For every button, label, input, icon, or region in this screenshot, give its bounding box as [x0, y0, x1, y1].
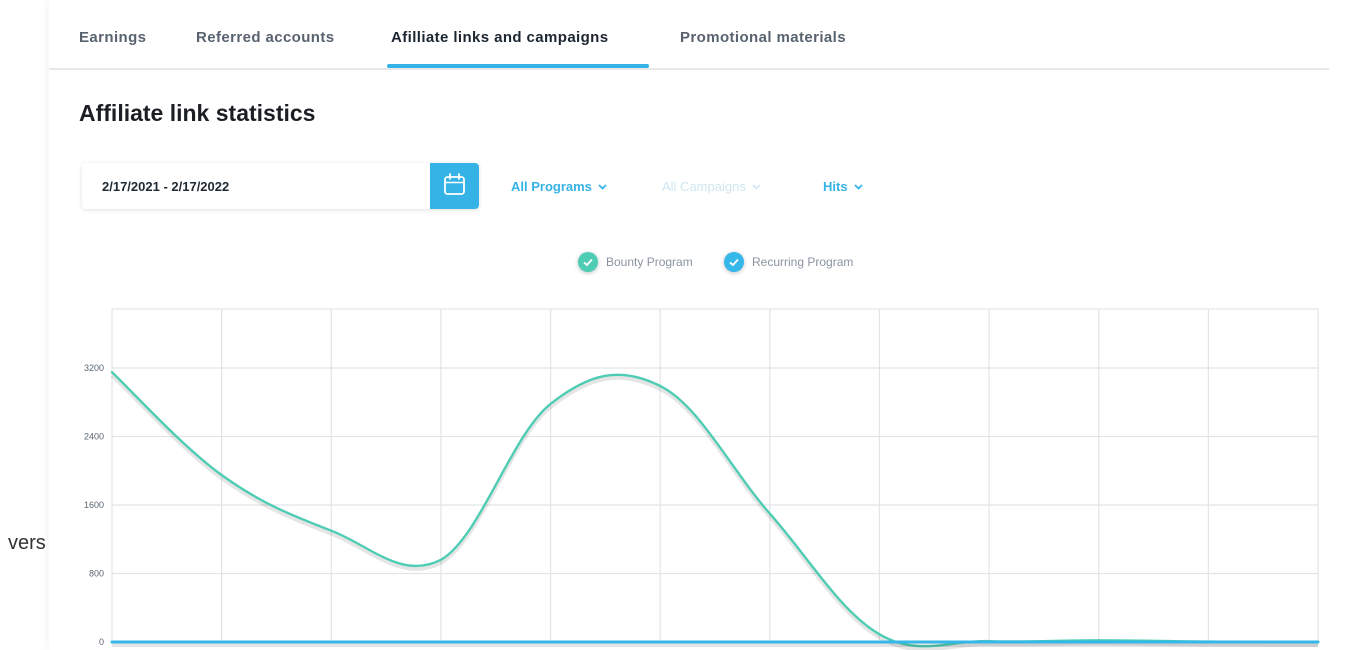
campaigns-dropdown-label: All Campaigns	[662, 179, 746, 194]
affiliate-panel: Earnings Referred accounts Afilliate lin…	[49, 0, 1356, 650]
check-icon	[578, 252, 598, 272]
tab-referred-accounts[interactable]: Referred accounts	[196, 29, 335, 46]
date-range-picker	[82, 163, 479, 209]
y-tick-label: 800	[89, 569, 104, 579]
tab-promotional-materials[interactable]: Promotional materials	[680, 29, 846, 46]
tab-earnings[interactable]: Earnings	[79, 29, 147, 46]
y-tick-label: 1600	[84, 500, 104, 510]
chevron-down-icon	[853, 178, 863, 193]
active-tab-indicator	[387, 64, 649, 68]
series-line-bounty	[110, 371, 1320, 648]
chevron-down-icon	[598, 178, 607, 193]
campaigns-dropdown[interactable]: All Campaigns	[662, 178, 761, 194]
tab-affiliate-links-and-campaigns[interactable]: Afilliate links and campaigns	[391, 29, 609, 46]
programs-dropdown-label: All Programs	[511, 179, 592, 194]
chevron-down-icon	[752, 178, 761, 193]
y-tick-label: 0	[99, 637, 104, 647]
programs-dropdown[interactable]: All Programs	[511, 178, 607, 194]
calendar-icon	[444, 173, 465, 195]
y-tick-label: 2400	[84, 432, 104, 442]
section-title: Affiliate link statistics	[79, 100, 316, 126]
calendar-button[interactable]	[430, 163, 479, 209]
metric-dropdown-label: Hits	[823, 179, 848, 194]
check-icon	[724, 252, 744, 272]
plot-frame	[111, 308, 1319, 643]
metric-dropdown[interactable]: Hits	[823, 178, 863, 194]
legend-label-recurring: Recurring Program	[752, 255, 854, 269]
legend-label-bounty: Bounty Program	[606, 255, 693, 269]
tab-bar: Earnings Referred accounts Afilliate lin…	[49, 0, 1329, 70]
series-line-bounty-shadow	[110, 373, 1319, 650]
background-page-text: vers	[8, 532, 46, 554]
y-tick-label: 3200	[84, 363, 104, 373]
date-range-input[interactable]	[82, 163, 432, 209]
